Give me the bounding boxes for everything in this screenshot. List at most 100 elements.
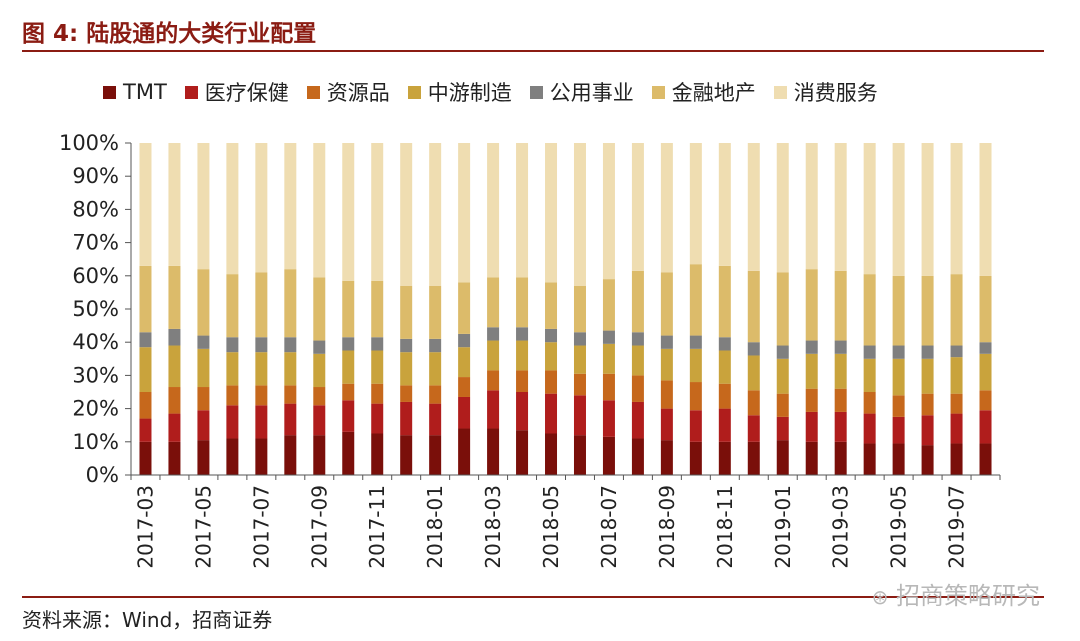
bar-segment: [921, 445, 934, 475]
bar-segment: [342, 337, 355, 351]
bar-segment: [631, 438, 644, 475]
bar-segment: [313, 143, 326, 278]
bar-segment: [602, 330, 615, 344]
bar-segment: [429, 285, 442, 339]
bar-segment: [226, 143, 239, 275]
bar-segment: [834, 270, 847, 341]
legend-label: 金融地产: [671, 81, 756, 105]
bar-segment: [458, 282, 471, 334]
bar-segment: [834, 353, 847, 389]
bar-segment: [313, 353, 326, 388]
bar-segment: [631, 332, 644, 346]
bar-segment: [718, 441, 731, 475]
bar-segment: [429, 338, 442, 353]
bar-segment: [226, 385, 239, 406]
bar-segment: [747, 355, 760, 391]
bar-segment: [747, 390, 760, 416]
bar-segment: [921, 345, 934, 359]
bar-segment: [197, 269, 210, 336]
legend-swatch: [407, 85, 421, 99]
bar-segment: [400, 352, 413, 386]
bar-segment: [545, 370, 558, 394]
bar-segment: [168, 413, 181, 442]
bar-segment: [573, 373, 586, 396]
legend-swatch: [103, 85, 116, 99]
title-divider: [22, 50, 1044, 52]
bar-segment: [573, 285, 586, 333]
bar-segment: [429, 385, 442, 404]
bar-segment: [805, 353, 818, 389]
bar-segment: [979, 353, 992, 391]
bar-segment: [400, 385, 413, 402]
watermark-text: 招商策略研究: [896, 582, 1040, 610]
bar-segment: [487, 370, 500, 391]
bar-segment: [429, 352, 442, 386]
legend-swatch: [651, 85, 665, 99]
bar-segment: [284, 269, 297, 338]
bar-segment: [516, 392, 529, 431]
bar-segment: [197, 335, 210, 349]
legend-item: 消费服务: [773, 77, 878, 107]
bar-segment: [226, 274, 239, 338]
x-tick-label: 2019-03: [829, 485, 853, 569]
bar-segment: [429, 403, 442, 436]
x-tick-label: 2018-09: [655, 485, 679, 569]
y-tick-label: 70%: [72, 231, 119, 255]
figure-title: 图 4: 陆股通的大类行业配置: [22, 21, 317, 47]
bar-segment: [197, 410, 210, 441]
bar-segment: [255, 438, 268, 475]
chart-legend: TMT 医疗保健 资源品 中游制造 公用事业 金融地产 消费服务: [103, 77, 878, 107]
bar-segment: [805, 340, 818, 354]
bar-segment: [979, 443, 992, 475]
legend-swatch: [773, 85, 787, 99]
bar-segment: [863, 358, 876, 392]
legend-item: 公用事业: [529, 77, 634, 107]
bar-segment: [573, 332, 586, 346]
bar-segment: [429, 435, 442, 475]
bar-segment: [660, 272, 673, 336]
bar-segment: [400, 285, 413, 339]
bar-segment: [487, 327, 500, 341]
bar-segment: [747, 415, 760, 442]
x-tick-label: 2018-07: [597, 485, 621, 569]
bar-segment: [487, 143, 500, 278]
bar-segment: [371, 143, 384, 281]
bar-segment: [689, 264, 702, 336]
bar-segment: [950, 357, 963, 394]
x-tick-label: 2018-11: [713, 485, 737, 569]
bar-segment: [718, 265, 731, 338]
bar-segment: [371, 433, 384, 475]
bar-segment: [313, 277, 326, 341]
bar-segment: [689, 441, 702, 475]
legend-label: 医疗保健: [204, 81, 289, 105]
bar-segment: [573, 435, 586, 475]
x-tick-label: 2017-09: [307, 485, 331, 569]
bar-segment: [834, 143, 847, 271]
legend-swatch: [184, 85, 198, 99]
bar-segment: [660, 143, 673, 273]
y-tick-label: 80%: [72, 197, 119, 221]
bar-segment: [602, 400, 615, 437]
x-tick-label: 2019-01: [771, 485, 795, 569]
legend-swatch: [306, 85, 320, 99]
bar-segment: [573, 395, 586, 436]
x-tick-label: 2017-03: [133, 485, 157, 569]
bar-segment: [371, 337, 384, 351]
bar-segment: [863, 413, 876, 444]
bar-segment: [516, 430, 529, 475]
bar-segment: [168, 143, 181, 266]
bar-segment: [631, 345, 644, 376]
bar-segment: [921, 393, 934, 416]
bar-segment: [921, 275, 934, 346]
bar-segment: [168, 387, 181, 414]
bar-segment: [284, 385, 297, 404]
bar-segment: [197, 440, 210, 475]
watermark: ⊛ 招商策略研究: [872, 576, 1040, 611]
bar-segment: [342, 143, 355, 281]
x-tick-label: 2018-03: [481, 485, 505, 569]
bar-segment: [689, 335, 702, 349]
bar-segment: [226, 337, 239, 353]
bar-segment: [892, 416, 905, 444]
bar-segment: [892, 275, 905, 346]
bar-segment: [863, 392, 876, 414]
